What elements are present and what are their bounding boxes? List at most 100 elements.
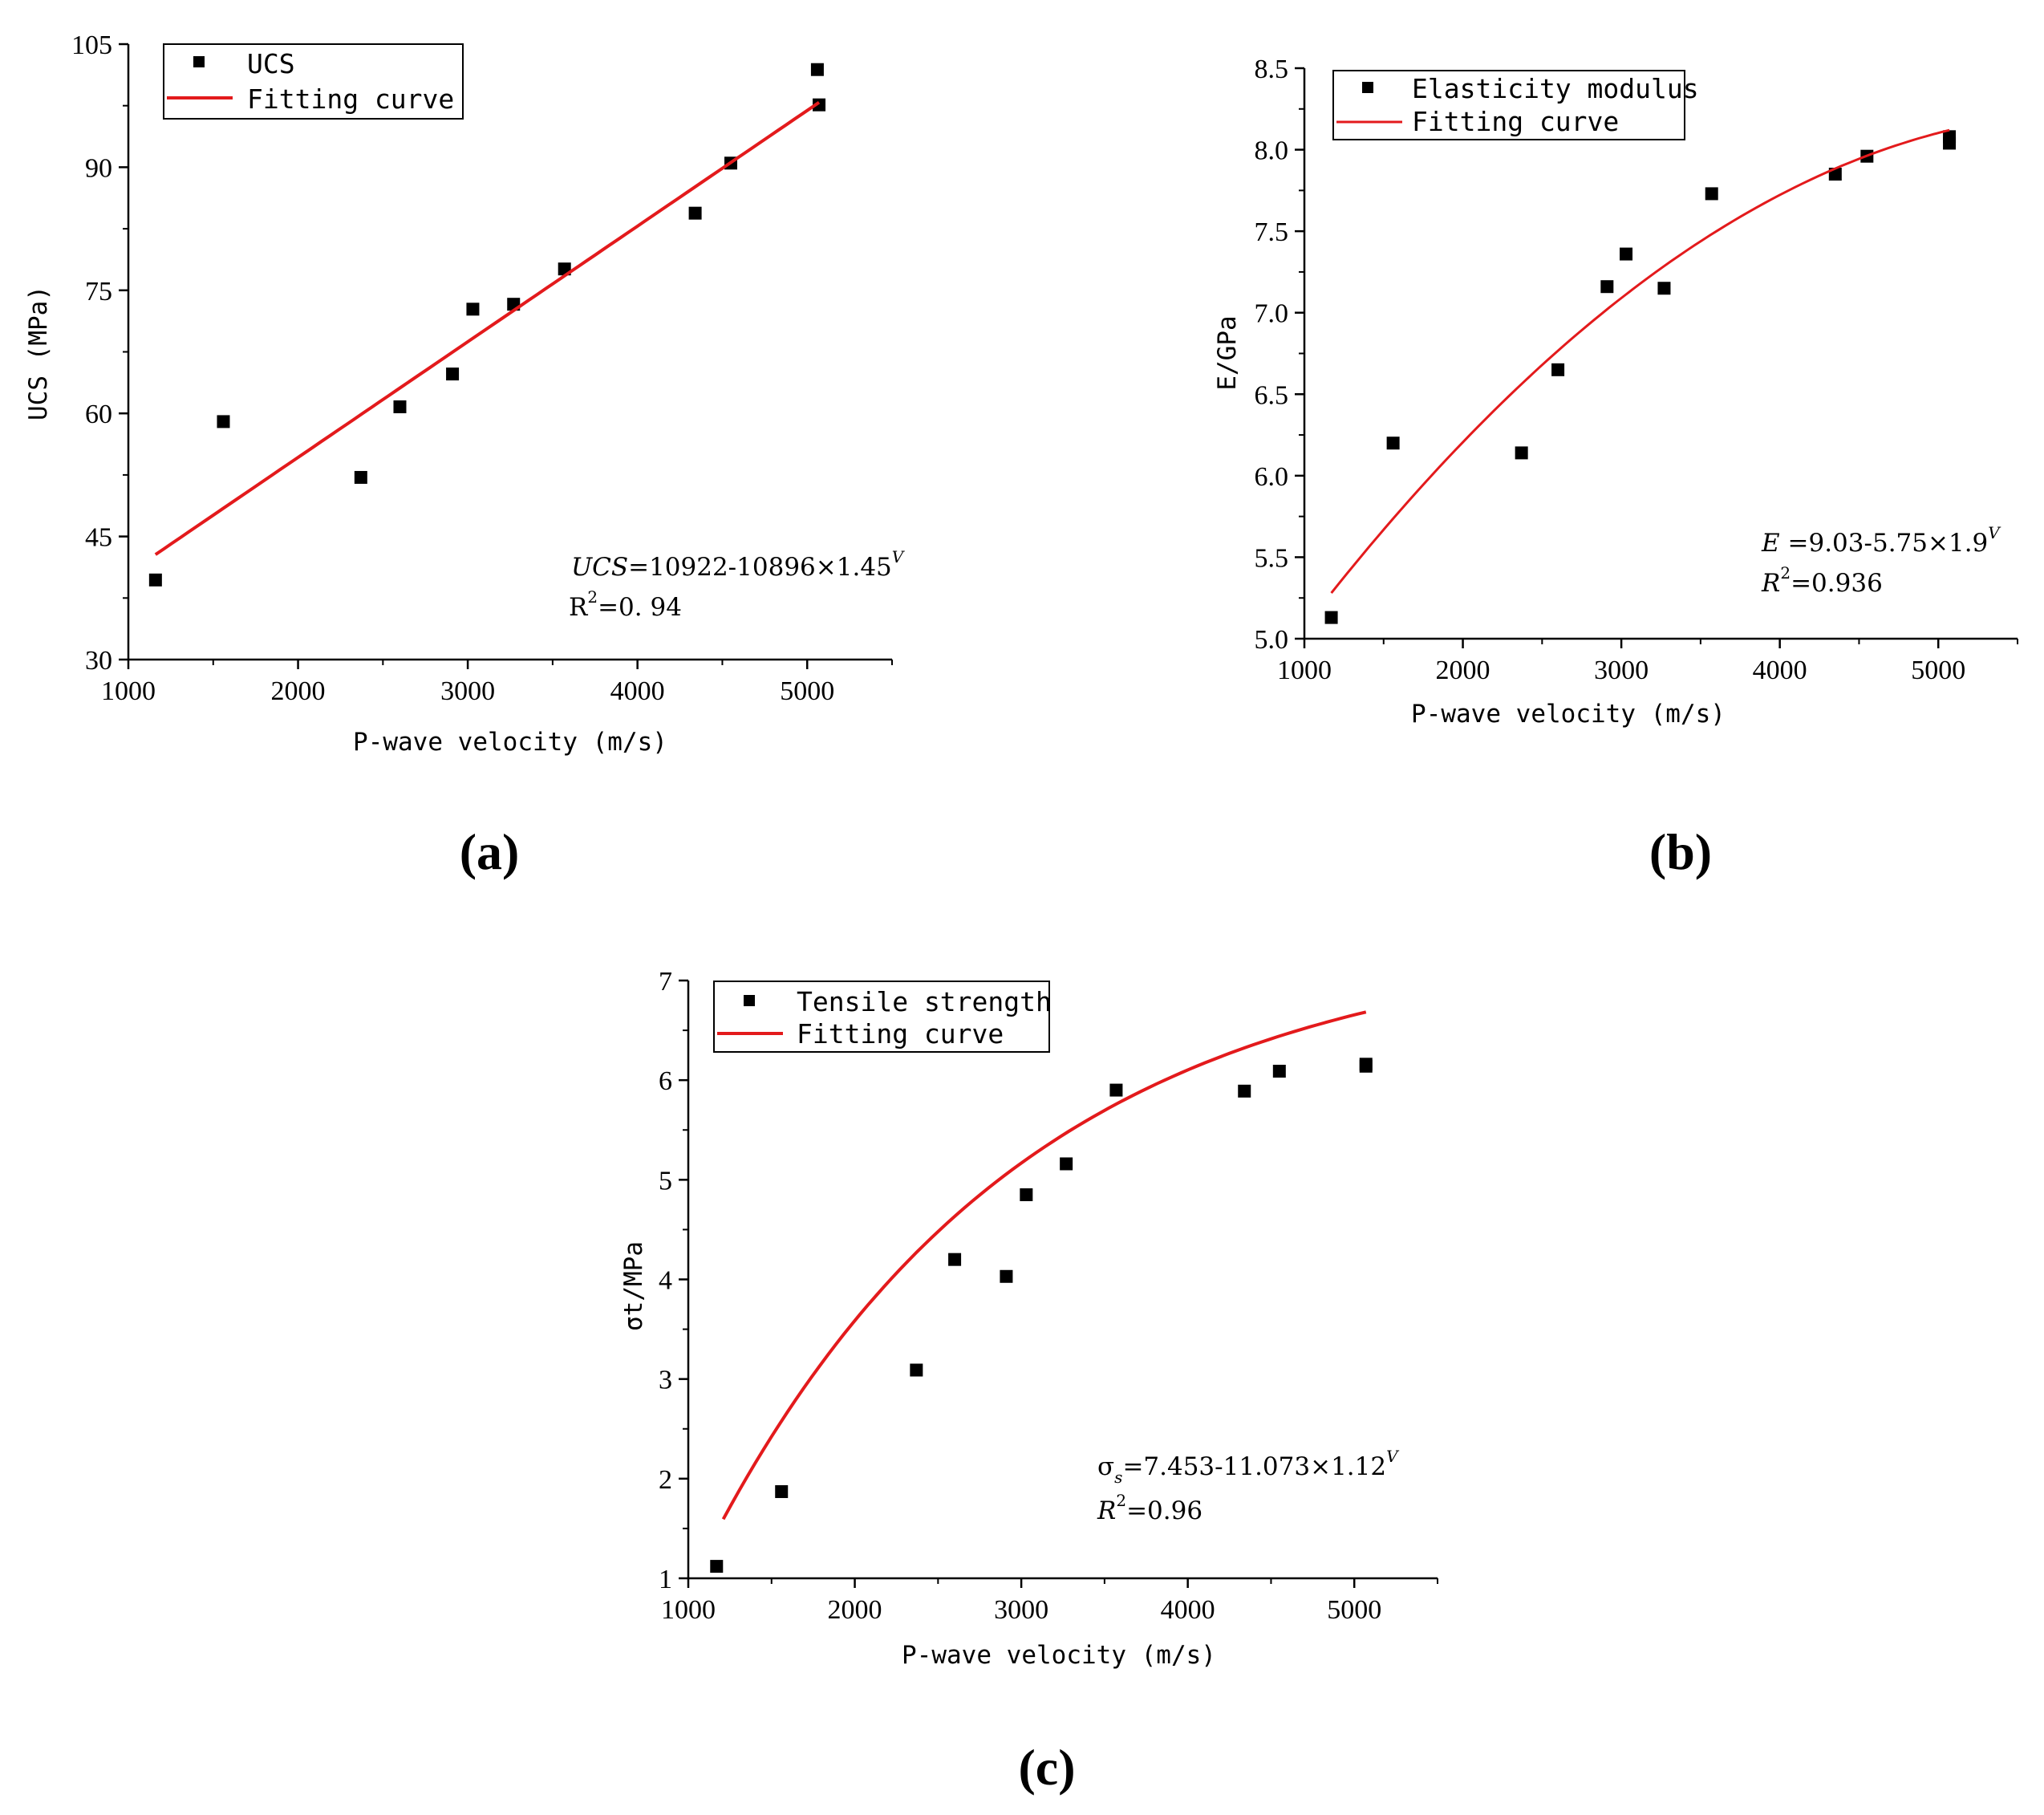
chart-a-y-tick-label: 75 xyxy=(85,277,112,307)
chart-a-y-tick-label: 105 xyxy=(71,30,112,60)
chart-b-y-tick-label: 5.5 xyxy=(1255,543,1289,573)
chart-b-point-3 xyxy=(1515,446,1528,460)
chart-a-y-tick-label: 30 xyxy=(85,646,112,676)
chart-b-legend: Elasticity modulus Fitting curve xyxy=(1332,70,1699,140)
chart-c-legend-box xyxy=(713,981,1050,1053)
chart-c-point-3 xyxy=(910,1363,923,1377)
chart-c-point-9 xyxy=(1238,1084,1251,1098)
chart-c-x-tick-label: 4000 xyxy=(1161,1595,1215,1625)
chart-c-point-4 xyxy=(948,1253,962,1266)
chart-c-x-tick-label: 2000 xyxy=(828,1595,882,1625)
chart-b-point-7 xyxy=(1657,282,1671,295)
chart-b-point-4 xyxy=(1551,363,1565,376)
chart-b-y-tick-label: 7.5 xyxy=(1255,217,1289,247)
chart-c-point-7 xyxy=(1060,1157,1073,1171)
chart-c-x-tick-label: 1000 xyxy=(661,1595,716,1625)
chart-b-y-label: E/GPa xyxy=(1213,315,1242,390)
chart-c-y-tick-label: 4 xyxy=(659,1266,672,1296)
chart-a-points xyxy=(148,63,826,587)
chart-b-x-tick-label: 5000 xyxy=(1911,656,1965,685)
chart-b-legend-marker xyxy=(1362,82,1373,93)
chart-c-y-tick-label: 7 xyxy=(659,967,672,997)
chart-a-point-5 xyxy=(446,367,460,381)
chart-b-fit-curve xyxy=(1330,128,1950,595)
chart-b-y-tick-label: 6.0 xyxy=(1255,462,1289,492)
chart-c-panel-label: (c) xyxy=(1018,1739,1075,1796)
chart-c-x-label: P-wave velocity (m/s) xyxy=(902,1641,1216,1670)
chart-a-r2: R2=0. 94 xyxy=(569,587,682,622)
chart-a-point-9 xyxy=(688,206,702,220)
chart-a-point-1 xyxy=(148,573,162,587)
chart-c-axes: 1000 2000 3000 4000 5000 1 2 3 4 5 6 7 xyxy=(659,967,1438,1625)
chart-c-point-12 xyxy=(1359,1059,1373,1073)
chart-c-legend: Tensile strength Fitting curve xyxy=(713,981,1052,1053)
chart-b-x-tick-label: 4000 xyxy=(1753,656,1807,685)
chart-c-legend-line-label: Fitting curve xyxy=(797,1018,1004,1050)
chart-a-x-tick-label: 2000 xyxy=(271,676,326,706)
chart-a-legend-marker-label: UCS xyxy=(247,48,295,79)
chart-c-equation: σs=7.453-11.073×1.12V xyxy=(1097,1447,1400,1487)
chart-a-x-label: P-wave velocity (m/s) xyxy=(353,728,667,757)
chart-b-x-tick-label: 1000 xyxy=(1277,656,1332,685)
chart-a-point-12 xyxy=(813,98,826,112)
chart-b: 1000 2000 3000 4000 5000 5.0 5.5 6.0 6.5 7.0 7.5 8.… xyxy=(1213,55,2018,880)
chart-c-legend-marker xyxy=(744,995,755,1006)
chart-b-point-2 xyxy=(1386,436,1400,450)
chart-c-point-5 xyxy=(1000,1269,1013,1283)
chart-c-y-tick-label: 5 xyxy=(659,1166,672,1196)
chart-b-y-tick-label: 8.0 xyxy=(1255,136,1289,166)
chart-b-y-tick-label: 7.0 xyxy=(1255,299,1289,329)
chart-a-panel-label: (a) xyxy=(460,823,520,880)
chart-b-r2: R2=0.936 xyxy=(1761,563,1883,598)
chart-b-point-1 xyxy=(1324,611,1338,624)
chart-a-point-11 xyxy=(810,63,824,76)
chart-a-y-tick-label: 45 xyxy=(85,523,112,553)
chart-a-fit-curve xyxy=(154,100,821,556)
chart-b-y-tick-label: 6.5 xyxy=(1255,380,1289,410)
chart-b-panel-label: (b) xyxy=(1649,823,1712,880)
chart-b-point-12 xyxy=(1943,136,1957,150)
chart-a-legend: UCS Fitting curve xyxy=(163,43,464,120)
chart-b-point-5 xyxy=(1600,280,1614,294)
chart-a-legend-marker xyxy=(193,56,205,67)
chart-a-equation: UCS=10922-10896×1.45V xyxy=(571,547,906,582)
chart-a-x-tick-label: 3000 xyxy=(440,676,495,706)
chart-c-y-tick-label: 3 xyxy=(659,1366,672,1395)
chart-a-x-tick-label: 1000 xyxy=(101,676,156,706)
chart-c-point-6 xyxy=(1020,1188,1033,1201)
chart-a-axes: 1000 2000 3000 4000 5000 30 45 60 75 90 105 xyxy=(71,30,893,706)
chart-c-point-10 xyxy=(1272,1064,1286,1078)
chart-b-x-tick-label: 2000 xyxy=(1436,656,1490,685)
chart-b-legend-box xyxy=(1332,70,1685,140)
chart-a-legend-box xyxy=(163,43,464,120)
chart-b-x-label: P-wave velocity (m/s) xyxy=(1411,700,1726,729)
chart-b-legend-line-label: Fitting curve xyxy=(1412,106,1619,137)
chart-a-point-4 xyxy=(393,400,407,414)
chart-c-point-8 xyxy=(1109,1083,1123,1097)
chart-a-point-2 xyxy=(217,415,230,428)
chart-b-legend-marker-label: Elasticity modulus xyxy=(1412,73,1699,104)
chart-c-y-label: σt/MPa xyxy=(619,1241,648,1331)
chart-a-point-3 xyxy=(354,470,367,484)
chart-c-fit-curve xyxy=(721,1010,1367,1521)
chart-a-x-tick-label: 5000 xyxy=(780,676,834,706)
chart-c-x-tick-label: 3000 xyxy=(994,1595,1048,1625)
chart-a-y-tick-label: 60 xyxy=(85,400,112,429)
chart-a-point-6 xyxy=(466,302,480,316)
chart-c-y-tick-label: 1 xyxy=(659,1565,672,1594)
chart-a: 1000 2000 3000 4000 5000 30 45 60 75 90 105 UCS Fi… xyxy=(24,30,906,880)
chart-c-r2: R2=0.96 xyxy=(1097,1491,1202,1525)
chart-b-equation: E =9.03-5.75×1.9V xyxy=(1761,523,2001,558)
chart-c: 1000 2000 3000 4000 5000 1 2 3 4 5 6 7 Tensile stre… xyxy=(619,967,1438,1796)
chart-a-x-tick-label: 4000 xyxy=(610,676,665,706)
chart-c-point-2 xyxy=(775,1484,789,1498)
chart-c-y-tick-label: 6 xyxy=(659,1066,672,1096)
chart-c-y-tick-label: 2 xyxy=(659,1465,672,1495)
chart-b-y-tick-label: 5.0 xyxy=(1255,625,1289,655)
chart-c-points xyxy=(710,1058,1373,1573)
chart-a-legend-line-label: Fitting curve xyxy=(247,83,454,115)
chart-c-legend-marker-label: Tensile strength xyxy=(797,986,1052,1017)
chart-c-x-tick-label: 5000 xyxy=(1327,1595,1381,1625)
chart-b-points xyxy=(1324,130,1957,624)
